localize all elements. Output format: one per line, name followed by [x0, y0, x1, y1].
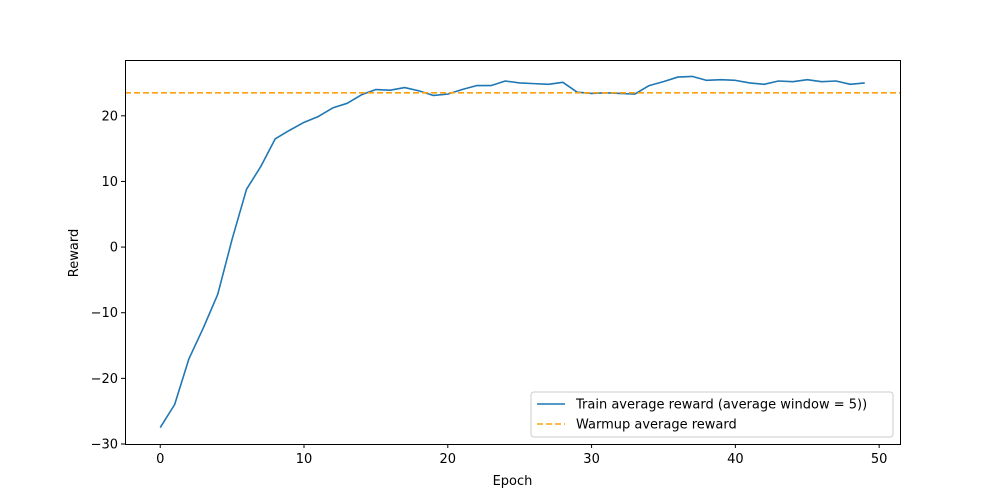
y-axis-ticks: −30 −20 −10 0 10 20	[91, 109, 125, 453]
plot-layer	[125, 75, 900, 429]
plot-frame	[125, 60, 901, 445]
x-axis-label: Epoch	[493, 474, 533, 489]
y-tick-label: −30	[91, 438, 118, 453]
x-tick-label: 50	[871, 452, 888, 467]
train-reward-line	[159, 75, 865, 429]
x-axis-ticks: 0 10 20 30 40 50	[156, 444, 887, 467]
legend-box	[530, 391, 894, 438]
legend-label: Warmup average reward	[576, 418, 737, 433]
x-tick-label: 0	[156, 452, 164, 467]
legend: Train average reward (average window = 5…	[530, 391, 894, 438]
x-tick-label: 40	[727, 452, 744, 467]
y-tick-label: 10	[101, 175, 118, 190]
y-tick-label: 0	[110, 241, 118, 256]
x-tick-label: 20	[440, 452, 457, 467]
y-tick-label: 20	[101, 109, 118, 124]
y-tick-label: −20	[91, 372, 118, 387]
y-axis-label: Reward	[67, 229, 82, 277]
x-tick-label: 30	[583, 452, 600, 467]
x-tick-label: 10	[296, 452, 313, 467]
legend-label: Train average reward (average window = 5…	[575, 398, 867, 413]
y-tick-label: −10	[91, 306, 118, 321]
